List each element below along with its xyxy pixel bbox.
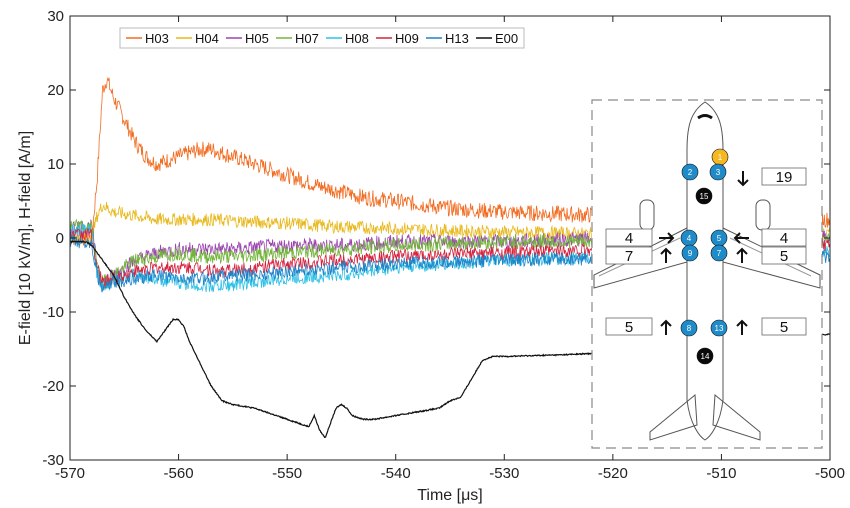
legend-item-label: H07 <box>295 31 319 46</box>
sensor-marker <box>710 244 728 262</box>
sensor-label: 3 <box>716 168 721 177</box>
value-box <box>761 167 807 186</box>
legend-item-label: H08 <box>345 31 369 46</box>
y-tick-label: 0 <box>56 230 64 247</box>
sensor-marker <box>681 163 699 181</box>
sensor-label: 15 <box>700 192 709 201</box>
sensor-label: 8 <box>687 324 692 333</box>
y-tick-label: -30 <box>42 452 64 469</box>
sensor-marker <box>681 244 699 262</box>
legend-box <box>119 27 525 49</box>
direction-arrow-icon <box>733 232 749 244</box>
left-stabilizer <box>649 393 698 441</box>
value-box <box>761 246 807 265</box>
x-axis-label: Time [μs] <box>417 487 483 504</box>
legend-item-label: E00 <box>495 31 518 46</box>
sensor-label: 4 <box>687 234 692 243</box>
x-tick-label: -540 <box>381 465 411 482</box>
x-tick-label: -510 <box>706 465 736 482</box>
inset-values: 194 47 55 5 <box>605 167 807 336</box>
direction-arrow-icon <box>660 319 672 335</box>
sensor-label: 5 <box>717 234 722 243</box>
legend-item-label: H05 <box>245 31 269 46</box>
sensor-label: 13 <box>715 324 724 333</box>
value-box <box>761 228 807 247</box>
axis-ticks: -570 -560 -550 -540 -530 -520 -510 -500 -30 -20 -1… <box>42 8 845 482</box>
value-box <box>761 317 807 336</box>
legend-item-label: H04 <box>195 31 219 46</box>
direction-arrow-icon <box>736 247 748 263</box>
y-tick-label: -20 <box>42 378 64 395</box>
right-stabilizer <box>712 393 761 441</box>
fuselage-outline <box>686 101 724 441</box>
legend-item-label: H03 <box>145 31 169 46</box>
value-box <box>605 246 653 265</box>
direction-arrow-icon <box>736 319 748 335</box>
direction-arrow-icon <box>737 171 749 187</box>
legend-item-label: H09 <box>395 31 419 46</box>
value-label: 19 <box>776 169 793 186</box>
y-tick-label: 20 <box>47 82 64 99</box>
sensor-label: 1 <box>718 153 723 162</box>
sensor-marker <box>695 187 713 205</box>
sensor-marker <box>709 163 727 181</box>
inset-frame <box>591 99 823 449</box>
sensor-label: 14 <box>701 352 710 361</box>
x-tick-label: -550 <box>272 465 302 482</box>
legend: H03 H04 H05 H07 H08 H09 H13 E00 <box>119 27 525 49</box>
value-box <box>605 317 653 336</box>
inset-sensors: 1 2 3 15 4 5 9 7 8 13 14 <box>680 148 729 365</box>
sensor-marker <box>680 319 698 337</box>
y-tick-label: -10 <box>42 304 64 321</box>
value-box <box>605 228 653 247</box>
x-tick-label: -500 <box>815 465 845 482</box>
value-label: 5 <box>780 319 788 336</box>
sensor-label: 9 <box>688 249 693 258</box>
value-label: 4 <box>625 230 633 247</box>
x-tick-label: -560 <box>164 465 194 482</box>
legend-item-label: H13 <box>445 31 469 46</box>
cockpit-mark <box>697 114 713 120</box>
y-axis-label: E-field [10 kV/m], H-field [A/m] <box>17 131 34 345</box>
direction-arrow-icon <box>660 247 672 263</box>
x-tick-label: -530 <box>489 465 519 482</box>
x-tick-label: -570 <box>55 465 85 482</box>
sensor-marker <box>696 347 714 365</box>
value-label: 4 <box>780 230 788 247</box>
direction-arrow-icon <box>659 232 675 244</box>
sensor-label: 2 <box>688 168 693 177</box>
sensor-label: 7 <box>717 249 722 258</box>
sensor-marker <box>710 319 728 337</box>
value-label: 7 <box>625 248 633 265</box>
x-tick-label: -520 <box>598 465 628 482</box>
value-label: 5 <box>625 319 633 336</box>
value-label: 5 <box>780 248 788 265</box>
y-tick-label: 10 <box>47 156 64 173</box>
y-tick-label: 30 <box>47 8 64 25</box>
